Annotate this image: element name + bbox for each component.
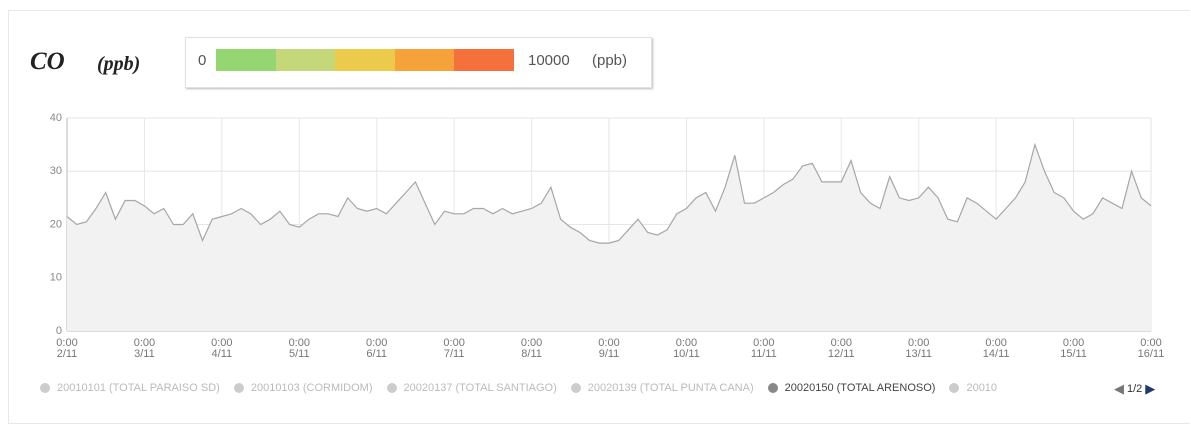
x-tick-label: 0:00 4/11: [211, 337, 233, 360]
x-tick-label: 0:00 11/11: [750, 337, 777, 360]
x-tick-label: 0:00 10/11: [673, 337, 700, 360]
unit: (ppb): [97, 53, 141, 75]
x-tick-label: 0:00 2/11: [56, 337, 78, 360]
area: [67, 144, 1151, 331]
x-tick-label: 0:00 3/11: [133, 337, 156, 360]
card: [8, 10, 1190, 424]
legend-dot: [570, 383, 581, 393]
y-tick-label: 30: [50, 165, 62, 177]
x-tick-label: 0:00 9/11: [598, 337, 620, 360]
scale-segment: [454, 49, 514, 71]
legend-dot: [767, 383, 778, 393]
scale-segment: [216, 49, 276, 71]
y-tick-label: 10: [50, 272, 62, 284]
scale-min: 0: [198, 52, 207, 69]
x-tick-label: 0:00 15/11: [1060, 337, 1087, 360]
x-tick-label: 0:00 5/11: [288, 337, 310, 360]
legend-item[interactable]: 20010: [949, 382, 997, 394]
legend: 20010101 (TOTAL PARAISO SD) 20010103 (COR…: [40, 382, 1011, 394]
legend-label: 20010: [966, 382, 998, 394]
scale-bar: [216, 49, 514, 71]
prev-page[interactable]: ◀: [1114, 381, 1124, 396]
legend-label: 20010103 (CORMIDOM): [250, 382, 373, 394]
next-page[interactable]: ▶: [1145, 381, 1156, 396]
scale-segment: [275, 49, 336, 71]
title: CO: [30, 48, 65, 75]
legend-item[interactable]: 20020139 (TOTAL PUNTA CANA): [570, 382, 754, 394]
line: [66, 142, 1152, 244]
legend-label: 20010101 (TOTAL PARAISO SD): [57, 382, 220, 394]
legend-item[interactable]: 20020137 (TOTAL SANTIAGO): [386, 382, 557, 394]
x-tick-label: 0:00 8/11: [520, 337, 543, 360]
legend-dot: [949, 383, 960, 393]
scale-max: 10000: [528, 52, 570, 69]
legend-item[interactable]: 20010101 (TOTAL PARAISO SD): [40, 382, 220, 394]
legend-dot: [233, 383, 244, 393]
x-tick-label: 0:00 16/11: [1137, 337, 1165, 360]
x-tick-label: 0:00 14/11: [982, 337, 1010, 360]
legend-dot: [40, 383, 50, 393]
legend-item[interactable]: 20020150 (TOTAL ARENOSO): [767, 382, 936, 394]
scale-unit: (ppb): [592, 52, 628, 69]
x-tick-label: 0:00 12/11: [827, 337, 855, 360]
y-tick-label: 20: [50, 218, 62, 230]
legend-dot: [386, 383, 397, 393]
x-tick-label: 0:00 13/11: [905, 337, 933, 360]
legend-label: 20020139 (TOTAL PUNTA CANA): [587, 382, 754, 394]
x-tick-label: 0:00 7/11: [443, 337, 465, 360]
scale-segment: [394, 49, 455, 71]
legend-item[interactable]: 20010103 (CORMIDOM): [233, 382, 373, 394]
color-scale: 0 10000 (ppb): [185, 37, 652, 88]
scale-segment: [335, 49, 395, 71]
y-tick-label: 0: [56, 325, 62, 337]
legend-pager: ◀ 1/2 ▶: [1114, 381, 1155, 397]
legend-label: 20020150 (TOTAL ARENOSO): [784, 382, 936, 394]
x-tick-label: 0:00 6/11: [365, 337, 388, 360]
page-number: 1/2: [1127, 383, 1143, 395]
legend-label: 20020137 (TOTAL SANTIAGO): [403, 382, 557, 394]
y-tick-label: 40: [50, 112, 62, 124]
